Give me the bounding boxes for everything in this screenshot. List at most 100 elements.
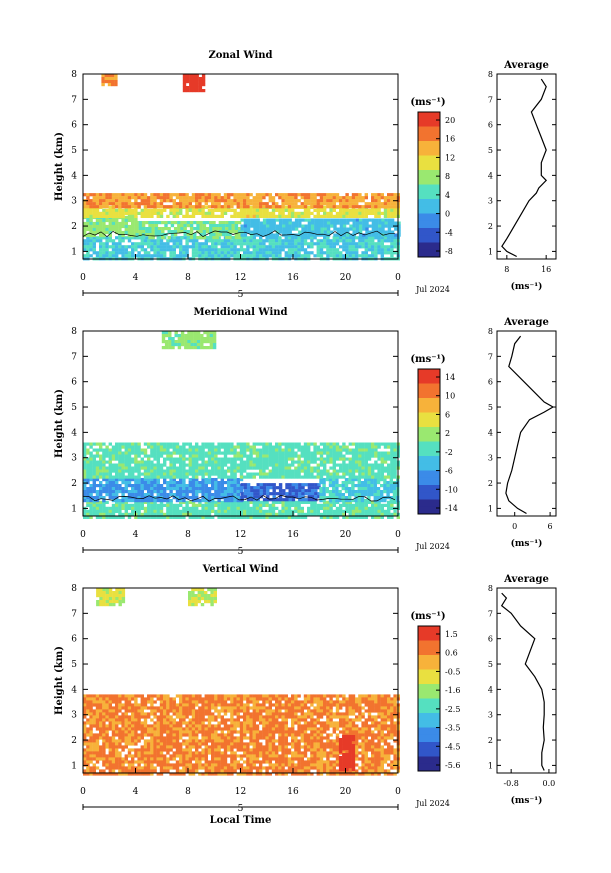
heatmap-cell [291,221,296,225]
heatmap-cell [137,445,141,449]
heatmap-cell [355,227,360,231]
heatmap-cell [118,214,122,218]
heatmap-cell [121,239,125,243]
heatmap-cell [370,481,374,485]
heatmap-cell [282,498,286,502]
heatmap-cell [259,208,263,212]
heatmap-cell [156,478,160,482]
heatmap-cell [351,475,356,479]
heatmap-cell [329,251,333,255]
heatmap-cell [135,233,139,237]
heatmap-cell [332,484,336,488]
heatmap-cell [389,484,393,488]
heatmap-cell [150,694,154,698]
heatmap-cell [131,469,135,473]
heatmap-cell [377,193,381,197]
y-tick-label: 2 [71,222,77,232]
heatmap-cell [367,472,372,476]
heatmap-cell [380,460,384,464]
heatmap-cell [201,214,205,218]
heatmap-cell [151,233,155,237]
heatmap-cell [390,251,394,255]
heatmap-cell [360,493,365,497]
heatmap-cell [156,463,160,467]
heatmap-cell [121,478,125,482]
heatmap-cell [217,457,221,461]
heatmap-cell [220,500,224,504]
heatmap-cell [397,224,401,228]
heatmap-cell [246,498,251,502]
heatmap-cell [230,472,234,476]
heatmap-cell [275,697,279,701]
heatmap-cell [378,218,382,222]
heatmap-cell [118,509,122,513]
heatmap-cell [365,224,369,228]
heatmap-cell [199,227,203,231]
heatmap-cell [342,208,346,212]
heatmap-cell [380,475,384,479]
heatmap-cell [111,484,116,488]
heatmap-cell [230,703,234,707]
heatmap-cell [249,515,253,519]
heatmap-cell [201,457,205,461]
heatmap-cell [153,442,157,446]
heatmap-cell [164,224,168,228]
heatmap-cell [217,460,221,464]
heatmap-cell [115,515,119,519]
heatmap-cell [297,703,301,707]
heatmap-cell [147,211,151,215]
heatmap-cell [211,700,215,704]
heatmap-cell [281,694,285,698]
heatmap-cell [134,454,138,458]
heatmap-cell [300,509,304,513]
heatmap-cell [212,334,217,338]
heatmap-cell [371,500,375,504]
heatmap-cell [390,224,395,228]
heatmap-cell [127,202,132,206]
heatmap-cell [143,478,148,482]
heatmap-cell [150,481,154,485]
heatmap-cell [357,484,361,488]
heatmap-cell [266,498,270,502]
heatmap-cell [252,500,256,504]
heatmap-cell [198,254,202,258]
heatmap-cell [221,221,226,225]
heatmap-cell [92,694,96,698]
colorbar-swatch [418,412,440,420]
heatmap-cell [188,214,192,218]
heatmap-cell [214,487,218,491]
heatmap-cell [377,245,381,249]
heatmap-cell [355,242,359,246]
heatmap-cell [329,503,333,507]
heatmap-cell [156,457,160,461]
heatmap-cell [201,245,205,249]
heatmap-cell [99,254,103,258]
heatmap-cell [174,340,178,344]
heatmap-cell [323,442,327,446]
heatmap-cell [150,500,154,504]
heatmap-cell [111,509,116,513]
heatmap-cell [282,218,286,222]
heatmap-cell [153,487,157,491]
heatmap-cell [211,697,215,701]
heatmap-cell [134,451,138,455]
heatmap-cell [138,236,143,240]
heatmap-cell [220,700,224,704]
heatmap-cell [243,703,247,707]
heatmap-cell [361,451,365,455]
heatmap-cell [159,442,164,446]
heatmap-cell [255,214,260,218]
heatmap-cell [172,202,176,206]
heatmap-cell [310,211,314,215]
avg-unit: (ms⁻¹) [511,538,543,549]
heatmap-cell [212,224,216,228]
heatmap-cell [342,214,346,218]
heatmap-cell [342,448,346,452]
heatmap-cell [346,230,350,234]
heatmap-cell [332,499,336,503]
heatmap-cell [339,239,343,243]
heatmap-cell [108,205,112,209]
heatmap-cell [89,202,93,206]
heatmap-cell [243,214,247,218]
heatmap-cell [348,214,352,218]
